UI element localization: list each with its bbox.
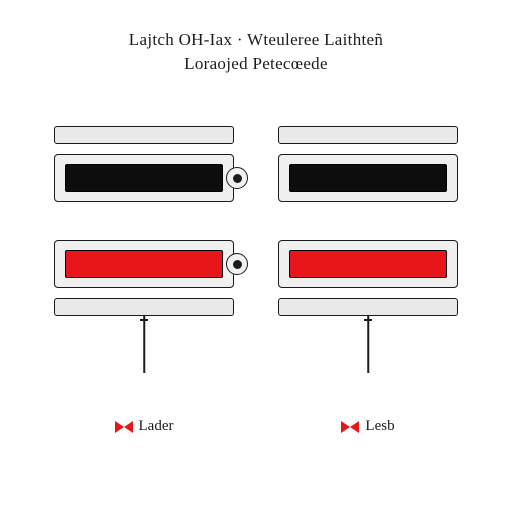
slot-row-2 [278,240,458,288]
slot-row-2 [54,240,234,288]
label-text-left: Lader [139,418,174,435]
indicator-bar-red [289,250,447,278]
label-text-right: Lesb [365,418,394,435]
slot [54,240,234,288]
bowtie-icon [341,421,359,433]
indicator-bar-red [65,250,223,278]
label-left: Lader [54,418,234,435]
slot-row-1 [54,154,234,202]
slot-row-1 [278,154,458,202]
connector-dot-icon [233,260,242,269]
connector-tab [226,167,248,189]
diagram-panels [0,126,512,316]
slot [278,240,458,288]
rail-bottom [54,298,234,316]
device-right [278,126,458,316]
rail-top [278,126,458,144]
label-right: Lesb [278,418,458,435]
slot [278,154,458,202]
lead-line [367,315,369,373]
indicator-bar-black [289,164,447,192]
title-line-2: Loraojed Petecœede [0,52,512,76]
slot [54,154,234,202]
title-block: Lajtch OH-Iax · Wteuleree Laithteñ Lorao… [0,0,512,76]
connector-dot-icon [233,174,242,183]
connector-tab [226,253,248,275]
lead-line [143,315,145,373]
rail-top [54,126,234,144]
device-left [54,126,234,316]
title-line-1: Lajtch OH-Iax · Wteuleree Laithteñ [0,28,512,52]
indicator-bar-black [65,164,223,192]
rail-bottom [278,298,458,316]
bowtie-icon [115,421,133,433]
